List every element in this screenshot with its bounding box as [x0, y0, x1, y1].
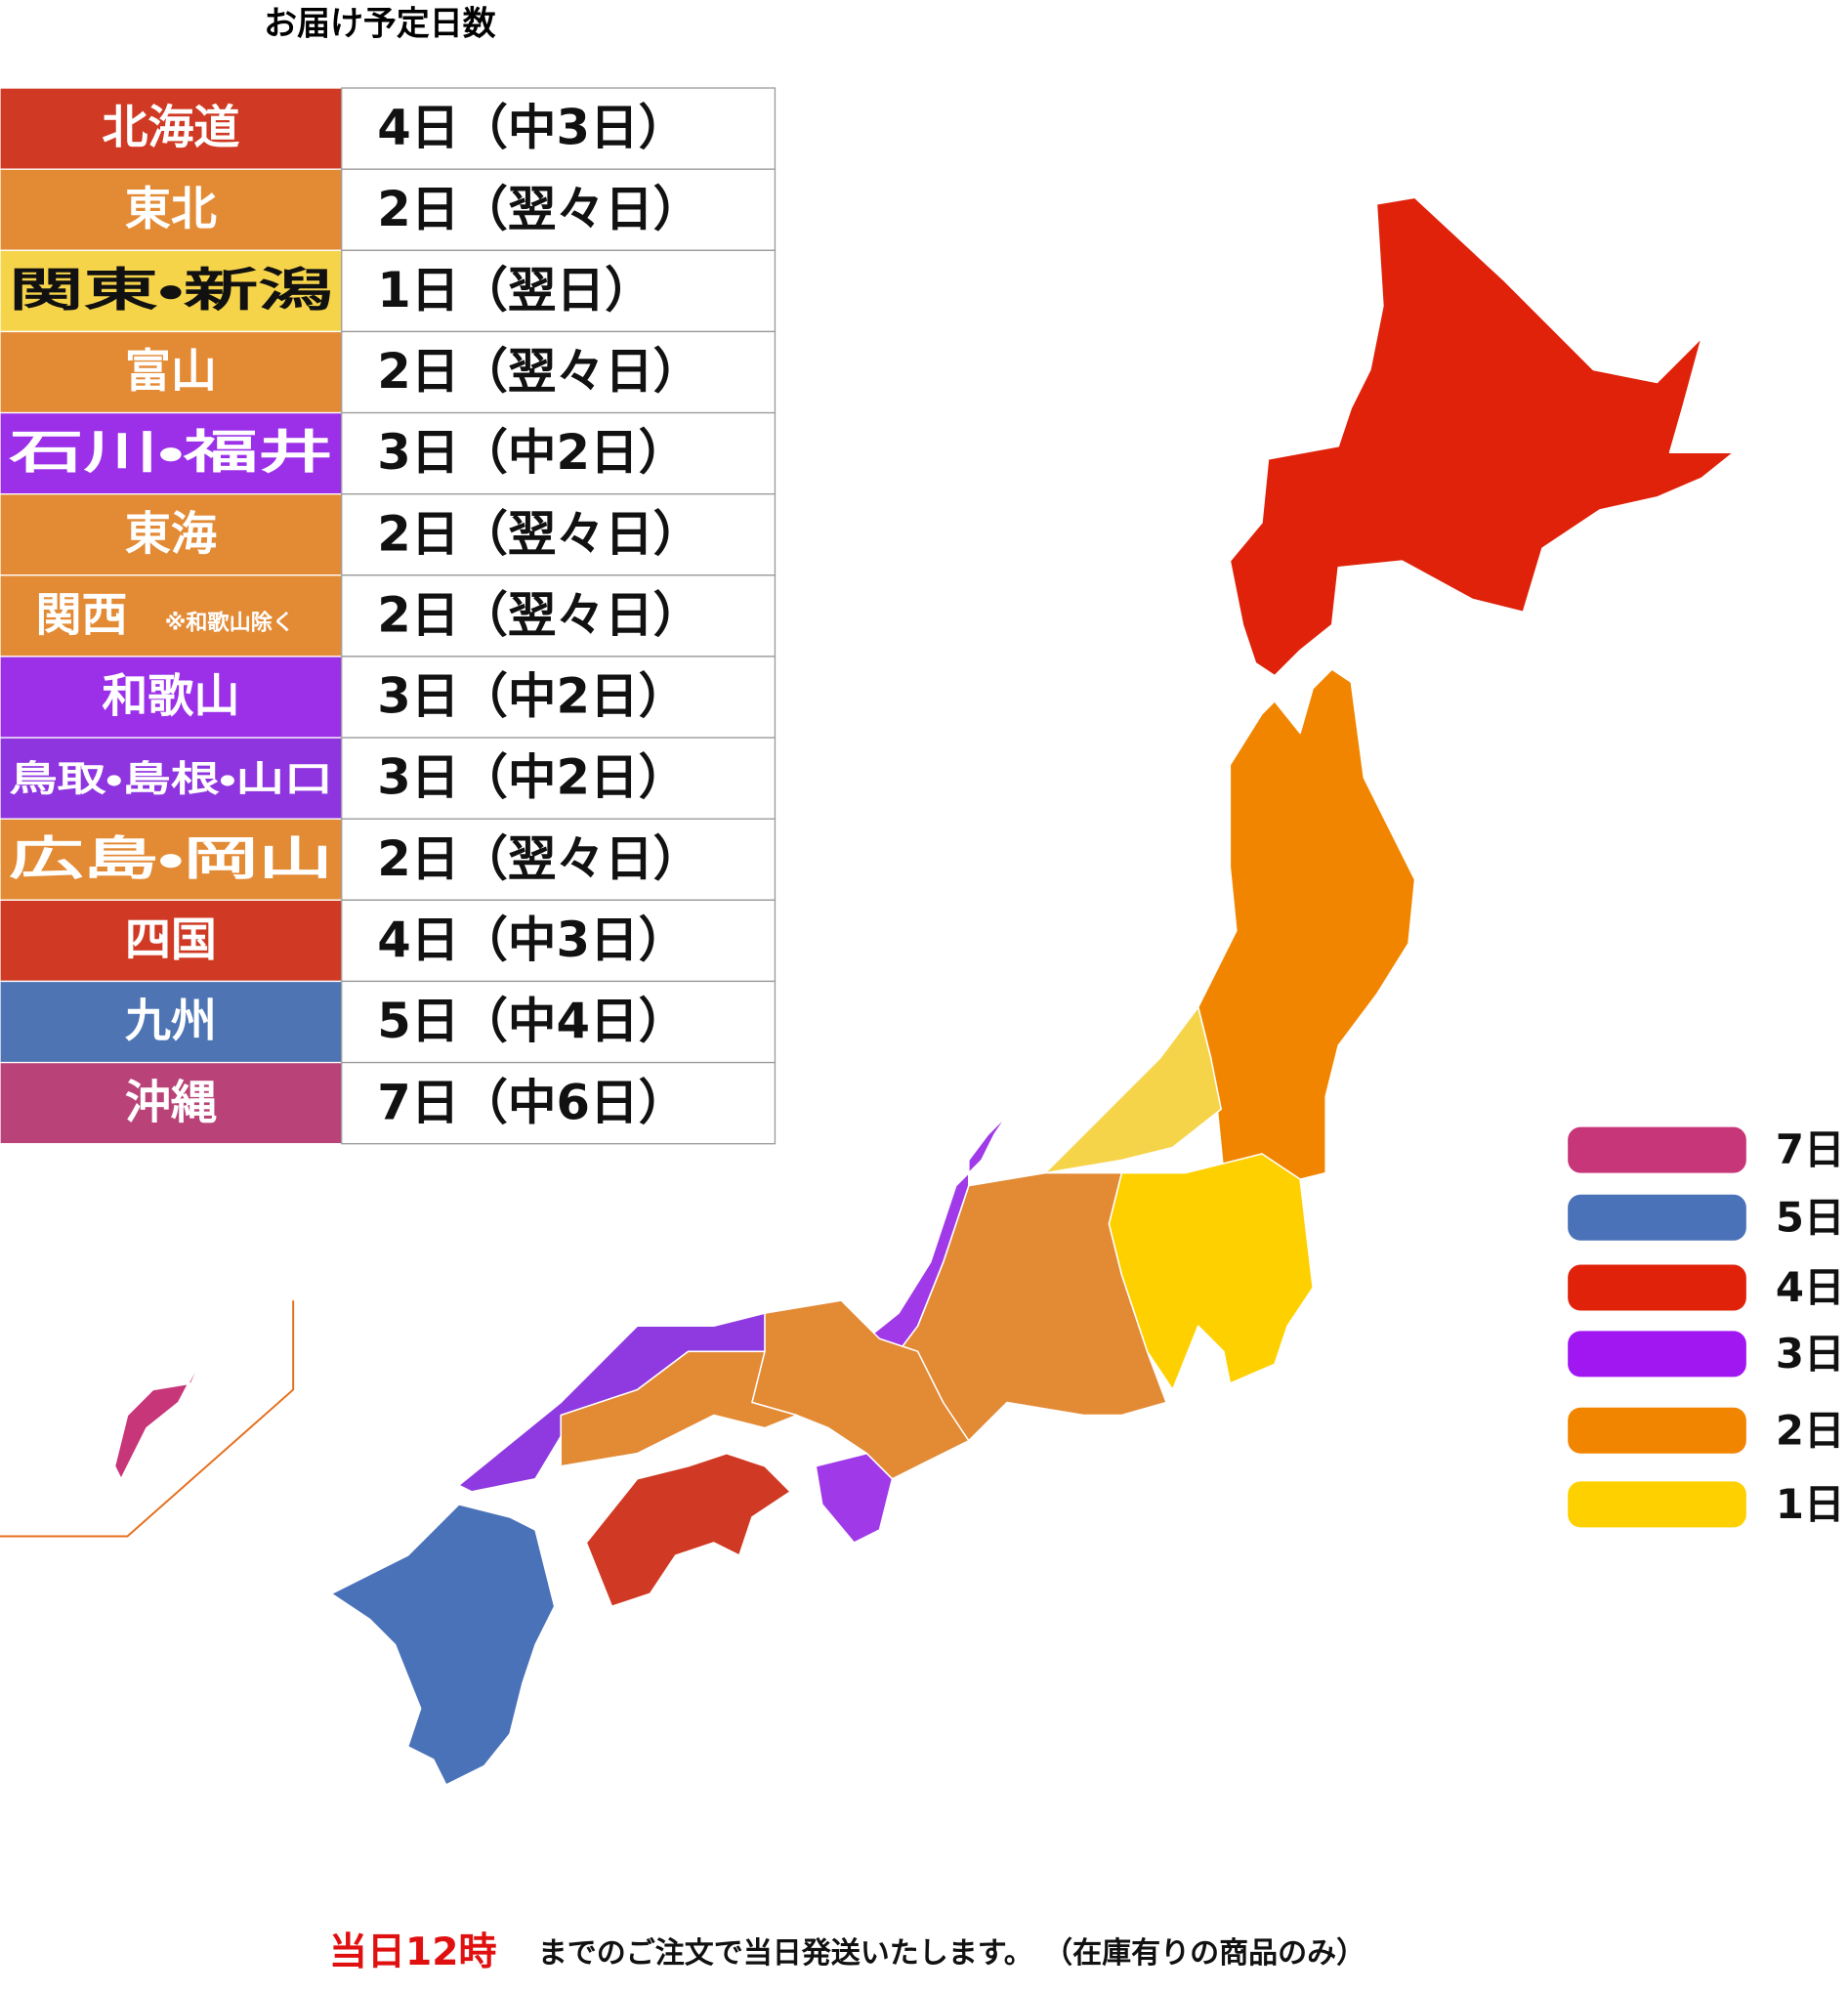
okinawa — [113, 1353, 205, 1480]
shikoku — [585, 1452, 791, 1608]
days-label: 5日（中4日） — [377, 993, 687, 1049]
legend-swatch — [1568, 1264, 1746, 1311]
region-cell — [0, 168, 343, 251]
days-cell — [341, 574, 777, 657]
inset-border — [0, 1300, 295, 1538]
tohoku — [1197, 668, 1416, 1180]
footer-text: までのご注文で当日発送いたします。 （在庫有りの商品のみ） — [538, 1936, 1365, 1971]
region-label: 富山 — [125, 345, 217, 399]
days-label: 2日（翌々日） — [377, 505, 701, 562]
days-cell — [341, 818, 777, 901]
legend-swatch — [1568, 1126, 1746, 1173]
legend: 7日 5日 4日 3日 2日 1日 — [1568, 1125, 1845, 1528]
niigata — [1044, 1006, 1222, 1174]
legend-label: 1日 — [1776, 1480, 1845, 1528]
footer-highlight: 当日12時 — [329, 1930, 497, 1974]
region-cell — [0, 1061, 343, 1145]
region-label: 沖縄 — [125, 1076, 217, 1129]
days-label: 1日（翌日） — [377, 262, 652, 318]
sanyo — [560, 1350, 798, 1467]
region-cell — [0, 737, 343, 820]
legend-swatch — [1568, 1194, 1746, 1241]
region-label: 北海道 — [102, 102, 239, 155]
days-label: 4日（中3日） — [377, 100, 687, 156]
days-label: 3日（中2日） — [377, 424, 687, 481]
japan-map — [0, 196, 1735, 1786]
days-cell — [341, 330, 777, 414]
region-label: 石川・福井 — [9, 426, 332, 480]
content: お届け予定日数 北海道 4日（中3日） 東北 2日（翌々日） 関東・新潟 1日（翌日） 富山… — [0, 6, 1845, 1974]
legend-label: 2日 — [1776, 1406, 1845, 1454]
days-label: 3日（中2日） — [377, 749, 687, 806]
days-cell — [341, 1061, 777, 1145]
region-label: 関西 — [36, 588, 128, 642]
days-label: 2日（翌々日） — [377, 586, 701, 643]
region-cell — [0, 899, 343, 983]
legend-swatch — [1568, 1481, 1746, 1528]
days-cell — [341, 168, 777, 251]
region-cell — [0, 574, 343, 657]
region-label: 九州 — [125, 995, 217, 1048]
region-label: 広島・岡山 — [9, 832, 332, 886]
delivery-table: 北海道 4日（中3日） 東北 2日（翌々日） 関東・新潟 1日（翌日） 富山 2日（翌々日） 石… — [0, 87, 777, 1145]
region-label: 和歌山 — [102, 670, 239, 724]
region-label: 鳥取・島根・山口 — [9, 758, 332, 800]
title: お届け予定日数 — [264, 6, 496, 44]
legend-label: 5日 — [1776, 1193, 1845, 1241]
legend-label: 7日 — [1776, 1125, 1845, 1173]
region-label: 関東・新潟 — [9, 264, 332, 318]
wakayama — [815, 1452, 894, 1544]
days-cell — [341, 249, 777, 333]
region-cell — [0, 249, 343, 333]
region-cell — [0, 411, 343, 495]
region-label: 東海 — [125, 507, 217, 561]
region-note: ※和歌山除く — [165, 611, 294, 636]
days-label: 3日（中2日） — [377, 668, 687, 725]
days-cell — [341, 980, 777, 1064]
hokkaido — [1229, 196, 1735, 677]
legend-swatch — [1568, 1331, 1746, 1378]
region-cell — [0, 493, 343, 576]
days-label: 4日（中3日） — [377, 912, 687, 968]
days-cell — [341, 87, 777, 170]
kyushu — [330, 1504, 556, 1786]
days-label: 2日（翌々日） — [377, 343, 701, 400]
legend-label: 4日 — [1776, 1263, 1845, 1311]
region-cell — [0, 87, 343, 170]
days-cell — [341, 411, 777, 495]
days-cell — [341, 493, 777, 576]
region-label: 四国 — [125, 913, 217, 967]
region-cell — [0, 656, 343, 739]
region-label: 東北 — [125, 183, 217, 236]
legend-label: 3日 — [1776, 1330, 1845, 1378]
days-label: 2日（翌々日） — [377, 181, 701, 237]
legend-swatch — [1568, 1407, 1746, 1454]
days-cell — [341, 656, 777, 739]
days-label: 7日（中6日） — [377, 1074, 687, 1130]
days-label: 2日（翌々日） — [377, 830, 701, 887]
region-cell — [0, 818, 343, 901]
